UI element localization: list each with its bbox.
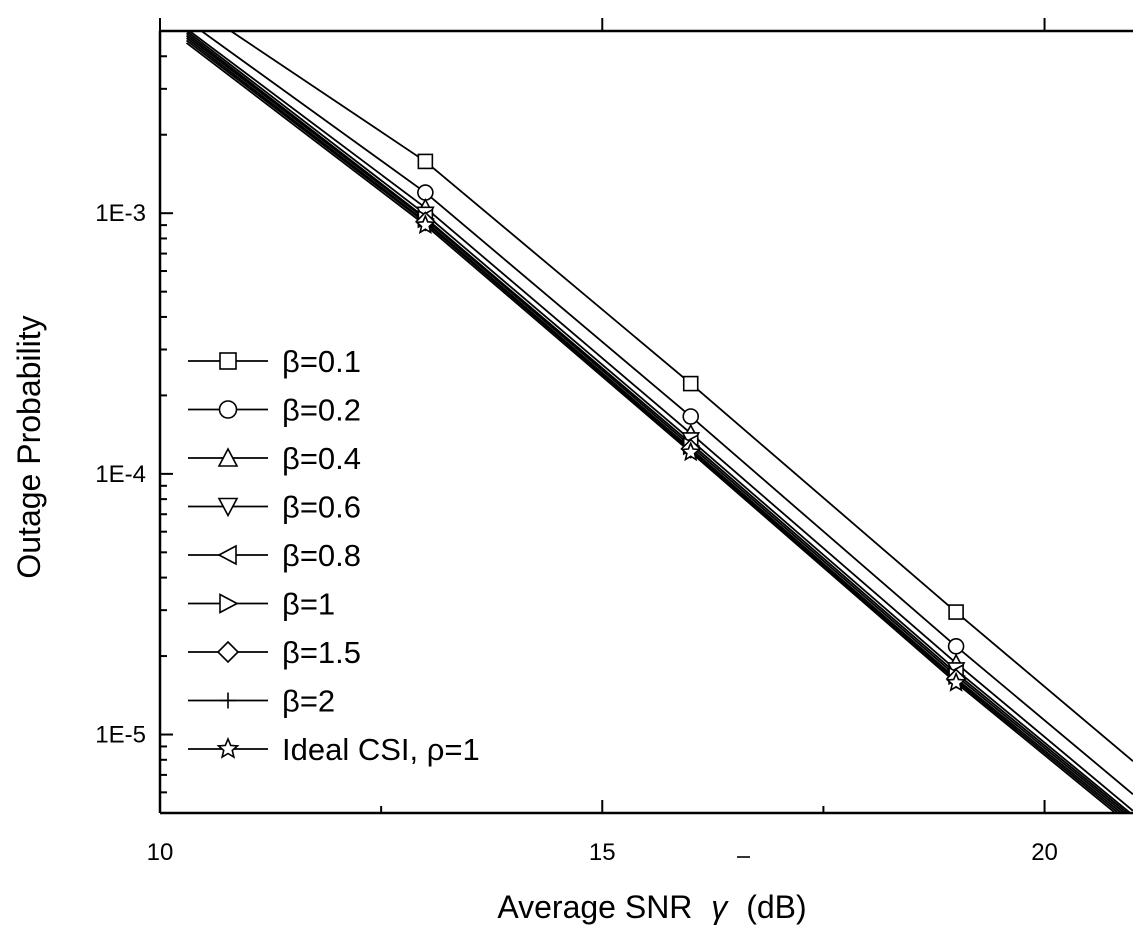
triangle-up-marker [217, 447, 239, 467]
star-marker [216, 736, 240, 759]
x-axis-title-symbol: γ [711, 889, 729, 925]
x-tick-label: 20 [1031, 839, 1058, 866]
x-tick-label: 10 [147, 839, 174, 866]
legend-label: β=1.5 [282, 635, 361, 670]
plot-frame [158, 29, 1133, 815]
legend-label: β=1 [282, 587, 335, 622]
y-axis: 1E-3 1E-4 1E-5 [95, 30, 173, 794]
diamond-marker [216, 640, 240, 664]
circle-marker [682, 408, 700, 425]
y-tick-label: 1E-4 [95, 461, 146, 488]
x-tick-label: 15 [589, 839, 616, 866]
y-tick-label: 1E-5 [95, 722, 146, 749]
square-marker [417, 153, 434, 170]
legend-label: β=0.2 [282, 393, 361, 428]
legend-label: β=0.4 [282, 441, 361, 476]
y-tick-label: 1E-3 [95, 200, 146, 227]
legend-label: β=2 [282, 684, 335, 719]
legend-label: β=0.6 [282, 490, 361, 525]
legend: β=0.1 β=0.2 β=0.4 β=0.6 β=0.8 β=1 β=1.5 β=2 Idea… [188, 344, 480, 767]
square-marker [948, 604, 964, 620]
legend-label: Ideal CSI, ρ=1 [282, 732, 480, 767]
square-marker [682, 375, 699, 392]
series-layer [185, 31, 1133, 813]
x-axis-title-main: Average SNR [497, 889, 692, 925]
plus-marker [220, 692, 236, 709]
x-axis-title: Average SNR γ (dB) [497, 889, 806, 925]
x-axis: 10 15 20 [147, 18, 1058, 866]
triangle-right-marker [219, 593, 239, 614]
legend-label: β=0.8 [282, 538, 361, 573]
star-marker [414, 214, 436, 235]
x-axis-title-unit: (dB) [746, 889, 806, 925]
star-marker [945, 671, 967, 692]
y-axis-title: Outage Probability [11, 315, 47, 578]
legend-label: β=0.1 [282, 344, 361, 379]
series-clip-group [185, 31, 1133, 813]
circle-marker [947, 638, 965, 655]
triangle-left-marker [217, 544, 237, 566]
triangle-down-marker [217, 497, 239, 518]
circle-marker [218, 400, 238, 419]
star-marker [680, 441, 702, 462]
square-marker [219, 352, 237, 370]
circle-marker [417, 184, 434, 201]
